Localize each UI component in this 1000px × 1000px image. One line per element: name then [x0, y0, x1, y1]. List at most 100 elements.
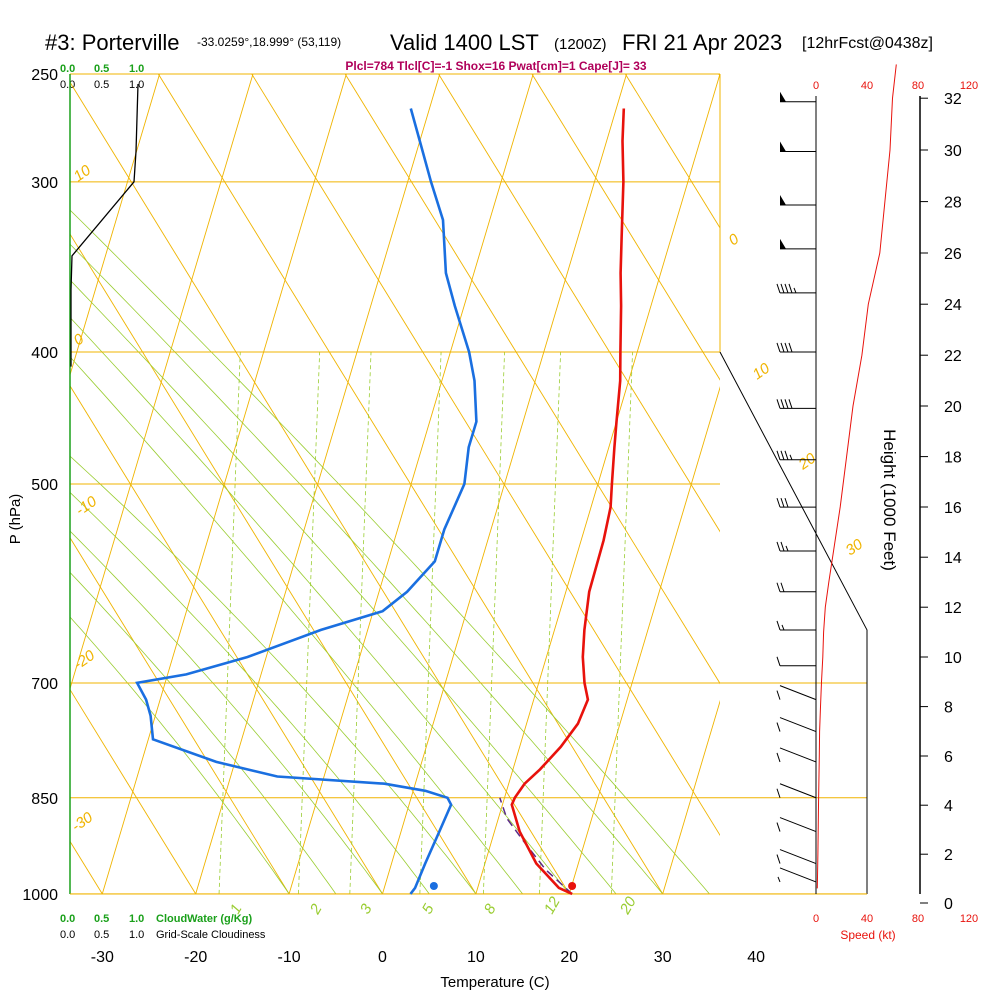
speed-axis-label: Speed (kt)	[840, 928, 895, 942]
wind-barb	[776, 582, 816, 593]
wind-barb-feather	[780, 582, 785, 592]
wind-barb-flag	[780, 91, 786, 102]
wind-barb	[780, 91, 816, 103]
wind-barb-feather	[780, 541, 785, 552]
height-tick-label: 30	[944, 143, 962, 160]
wind-barb-feather	[776, 788, 781, 798]
mixing-ratio-line	[349, 351, 372, 894]
mixing-ratio-label: 5	[419, 901, 438, 917]
wind-barb-half	[793, 287, 797, 294]
temperature-tick-label: 40	[747, 949, 765, 966]
moist-adiabat-line	[70, 209, 710, 894]
wind-barb-feather	[776, 399, 781, 409]
dry-adiabat-label: 30	[843, 535, 867, 559]
height-tick-label: 4	[944, 798, 953, 815]
height-tick-label: 8	[944, 700, 953, 717]
wind-barb	[776, 450, 816, 461]
height-tick-label: 16	[944, 500, 962, 517]
parcel-line	[499, 797, 573, 895]
dry-adiabat-label: 0	[726, 230, 743, 249]
dewpoint-line	[135, 108, 478, 895]
dry-adiabat-line	[624, 74, 720, 229]
wind-barb-staff	[779, 867, 817, 883]
wind-barb-feather	[776, 283, 781, 294]
bottom-cloud-ticks: 0.0 0.5 1.0 CloudWater (g/Kg) 0.0 0.5 1.…	[60, 913, 266, 941]
top-cloud-ticks: 0.0 0.5 1.0 0.0 0.5 1.0	[60, 63, 144, 91]
wind-barb-half	[777, 876, 781, 883]
wind-barb-feather	[776, 497, 781, 508]
surface-temperature-dot	[568, 882, 577, 890]
cloud-tick-bottom-0: 0.0	[60, 913, 75, 925]
valid-zulu: (1200Z)	[554, 36, 607, 53]
isotherm-line	[756, 74, 1000, 894]
moist-adiabat-line	[70, 455, 477, 894]
wind-barb-flag	[780, 238, 786, 249]
height-tick-label: 32	[944, 91, 962, 108]
cloudiness-tick-top-2: 1.0	[129, 79, 144, 91]
height-tick-label: 26	[944, 246, 962, 263]
wind-barb-staff	[779, 717, 817, 733]
cloud-tick-top-1: 0.5	[94, 63, 109, 75]
wind-barb-flag	[780, 141, 786, 152]
speed-ticks: 0 40 80 120 0 40 80 120 Speed (kt)	[813, 80, 978, 942]
mixing-ratio-label: 12	[541, 893, 564, 917]
wind-barb-half	[789, 454, 793, 460]
dry-adiabat-label: 0	[71, 330, 88, 349]
moist-adiabat-line	[70, 491, 430, 894]
moist-adiabat-line	[70, 571, 337, 894]
pressure-tick-label: 1000	[22, 887, 58, 904]
cloudiness-tick-top-1: 0.5	[94, 79, 109, 91]
height-tick-label: 18	[944, 450, 962, 467]
wind-barb	[776, 620, 816, 631]
wind-barb	[776, 283, 816, 294]
speed-tick-bottom-0: 0	[813, 913, 819, 925]
station-title: #3: Porterville	[45, 30, 180, 55]
mixing-ratio-label: 8	[481, 901, 500, 917]
wind-barb-feather	[776, 690, 781, 700]
moist-adiabat-line	[70, 530, 383, 894]
moist-adiabat-line	[70, 356, 523, 894]
mixing-ratio-label: 3	[357, 901, 376, 917]
temperature-tick-label: -30	[91, 949, 114, 966]
cloud-tick-top-0: 0.0	[60, 63, 75, 75]
wind-barb-feather	[784, 342, 789, 353]
height-tick-label: 20	[944, 399, 962, 416]
wind-barb-staff	[779, 849, 817, 865]
wind-speed-line	[816, 64, 897, 889]
wind-barb	[776, 497, 816, 508]
mixing-ratio-line	[482, 351, 505, 894]
isotherm-line	[850, 74, 1000, 894]
dry-adiabat-label: 10	[750, 359, 774, 383]
pressure-tick-label: 700	[31, 676, 58, 693]
mixing-ratio-line	[539, 351, 562, 894]
wind-barb-flag	[780, 195, 786, 206]
wind-barb-staff	[779, 685, 817, 701]
dry-adiabat-label: -30	[69, 809, 97, 836]
height-tick-label: 12	[944, 600, 962, 617]
cloud-tick-top-2: 1.0	[129, 63, 144, 75]
height-tick-label: 6	[944, 749, 953, 766]
pressure-axis-label: P (hPa)	[7, 494, 24, 545]
mixing-ratio-line	[419, 351, 442, 894]
temperature-tick-label: -20	[184, 949, 207, 966]
speed-tick-top-3: 120	[960, 80, 978, 92]
temperature-tick-label: 20	[560, 949, 578, 966]
dry-adiabat-line	[812, 74, 1000, 894]
pressure-tick-label: 400	[31, 345, 58, 362]
wind-barb-feather	[776, 620, 781, 631]
valid-time: Valid 1400 LST	[390, 30, 539, 55]
temperature-axis-label: Temperature (C)	[440, 974, 549, 991]
forecast-label: [12hrFcst@0438z]	[802, 35, 933, 52]
wind-barb-feather	[784, 497, 789, 508]
valid-date: FRI 21 Apr 2023	[622, 30, 782, 55]
pressure-tick-label: 500	[31, 477, 58, 494]
wind-barb-feather	[784, 283, 789, 294]
wind-barb	[776, 817, 817, 833]
wind-barb-feather	[776, 854, 781, 864]
wind-barb-feather	[788, 399, 793, 409]
temperature-tick-label: 0	[378, 949, 387, 966]
wind-barb-staff	[779, 817, 817, 833]
dry-adiabat-line	[70, 688, 197, 894]
pressure-tick-label: 250	[31, 67, 58, 84]
speed-tick-bottom-3: 120	[960, 913, 978, 925]
